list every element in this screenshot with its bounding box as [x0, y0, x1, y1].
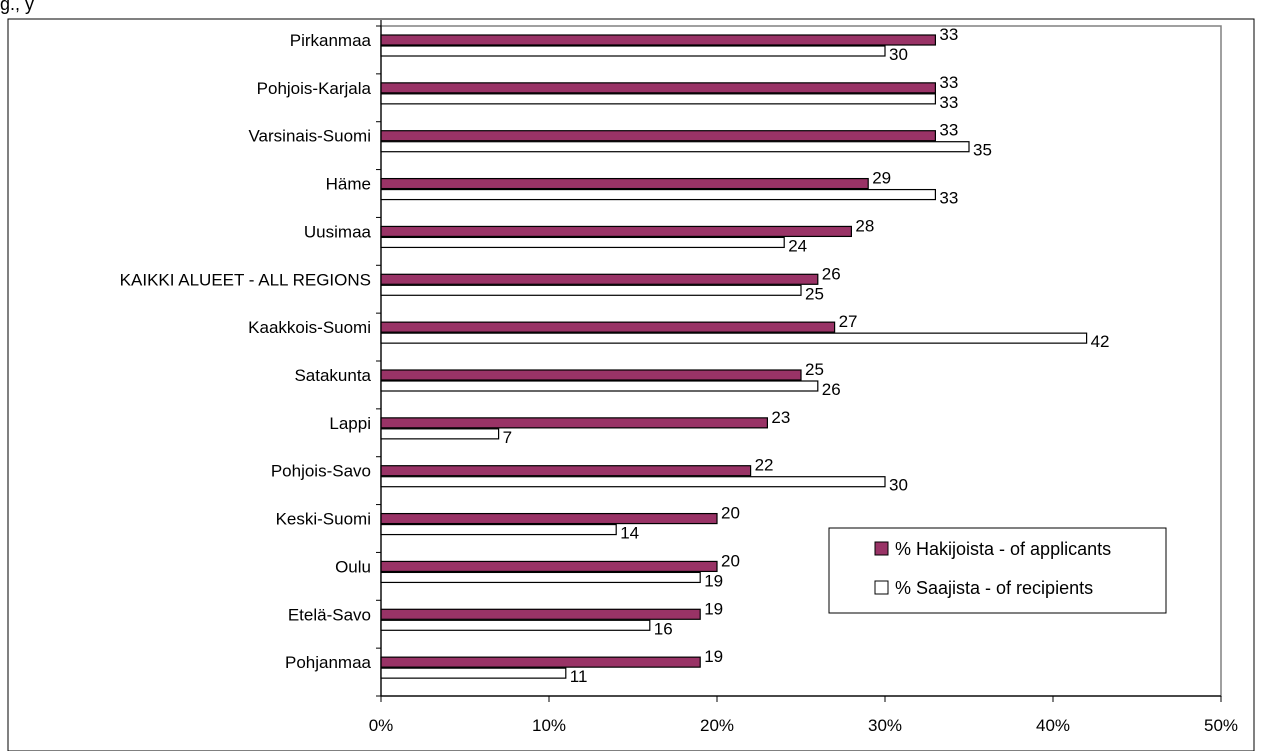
- bar-recipients: [380, 93, 937, 105]
- bar-recipients: [380, 571, 701, 584]
- category-label: Pirkanmaa: [290, 31, 372, 50]
- data-label-applicants: 22: [755, 456, 774, 475]
- data-label-recipients: 16: [654, 619, 673, 638]
- axis-layer: 0% 10% 20% 30% 40% 50%: [369, 20, 1238, 735]
- category-label: Kaakkois-Suomi: [248, 318, 371, 337]
- category-label: Häme: [326, 175, 371, 194]
- bar-recipients: [380, 236, 785, 249]
- bar-recipients: [380, 45, 886, 57]
- data-label-recipients: 30: [889, 476, 908, 495]
- category-label: Oulu: [335, 557, 371, 576]
- bars-layer: [380, 34, 1088, 679]
- labels-layer: 3330Pirkanmaa3333Pohjois-Karjala3335Vars…: [120, 25, 1110, 686]
- data-label-recipients: 24: [788, 236, 807, 255]
- bar-recipients: [380, 380, 819, 392]
- bar-recipients: [380, 476, 886, 488]
- bar-applicants: [380, 656, 701, 668]
- category-label: Uusimaa: [304, 222, 372, 241]
- data-label-recipients: 19: [704, 571, 723, 590]
- legend-label-recipients: % Saajista - of recipients: [895, 578, 1093, 598]
- bar-recipients: [380, 428, 500, 440]
- bar-applicants: [380, 225, 852, 238]
- category-label: Lappi: [329, 414, 371, 433]
- data-label-recipients: 11: [570, 667, 588, 686]
- data-label-recipients: 26: [822, 380, 841, 399]
- bar-applicants: [380, 273, 819, 285]
- category-label: Pohjois-Karjala: [257, 79, 372, 98]
- data-label-recipients: 35: [973, 141, 992, 160]
- bar-recipients: [380, 188, 937, 201]
- legend-swatch-applicants: [874, 541, 889, 556]
- x-tick-label: 40%: [1036, 716, 1070, 735]
- data-label-recipients: 42: [1091, 332, 1110, 351]
- category-label: Pohjanmaa: [285, 653, 372, 672]
- bar-applicants: [380, 465, 752, 477]
- category-label: Etelä-Savo: [288, 605, 371, 624]
- cropped-header-text: g., y: [0, 0, 35, 14]
- bar-recipients: [380, 141, 970, 153]
- data-label-applicants: 29: [872, 169, 891, 188]
- data-label-applicants: 33: [939, 73, 958, 92]
- data-label-applicants: 26: [822, 264, 841, 283]
- category-label: Satakunta: [294, 366, 371, 385]
- data-label-recipients: 14: [620, 524, 639, 543]
- bar-applicants: [380, 82, 937, 94]
- x-tick-label: 30%: [868, 716, 902, 735]
- data-label-recipients: 30: [889, 45, 908, 64]
- data-label-applicants: 33: [939, 25, 958, 44]
- bar-applicants: [380, 369, 802, 381]
- category-label: KAIKKI ALUEET - ALL REGIONS: [120, 270, 371, 289]
- data-label-recipients: 25: [805, 284, 824, 303]
- bar-recipients: [380, 619, 651, 631]
- bar-applicants: [380, 512, 718, 525]
- bar-applicants: [380, 560, 718, 573]
- bar-recipients: [380, 284, 802, 296]
- data-label-recipients: 33: [939, 189, 958, 208]
- x-tick-label: 20%: [700, 716, 734, 735]
- x-tick-label: 0%: [369, 716, 394, 735]
- bar-applicants: [380, 130, 937, 142]
- data-label-applicants: 33: [939, 121, 958, 140]
- bar-applicants: [380, 321, 836, 333]
- data-label-applicants: 20: [721, 551, 740, 570]
- data-label-applicants: 19: [704, 599, 723, 618]
- category-label: Keski-Suomi: [276, 510, 371, 529]
- data-label-recipients: 7: [503, 428, 512, 447]
- bar-applicants: [380, 417, 768, 429]
- category-label: Pohjois-Savo: [271, 462, 371, 481]
- bar-recipients: [380, 667, 567, 679]
- bar-applicants: [380, 34, 937, 46]
- legend-label-applicants: % Hakijoista - of applicants: [895, 539, 1111, 559]
- data-label-applicants: 27: [839, 312, 858, 331]
- category-label: Varsinais-Suomi: [248, 127, 371, 146]
- legend-swatch-recipients: [874, 580, 889, 595]
- bar-recipients: [380, 523, 617, 536]
- data-label-applicants: 20: [721, 504, 740, 523]
- data-label-applicants: 23: [771, 408, 790, 427]
- data-label-recipients: 33: [939, 93, 958, 112]
- data-label-applicants: 28: [855, 216, 874, 235]
- bar-recipients: [380, 332, 1088, 344]
- bar-applicants: [380, 177, 869, 190]
- data-label-applicants: 25: [805, 360, 824, 379]
- legend: % Hakijoista - of applicants % Saajista …: [828, 527, 1167, 614]
- bar-applicants: [380, 608, 701, 620]
- x-tick-label: 50%: [1204, 716, 1238, 735]
- x-tick-label: 10%: [532, 716, 566, 735]
- data-label-applicants: 19: [704, 647, 723, 666]
